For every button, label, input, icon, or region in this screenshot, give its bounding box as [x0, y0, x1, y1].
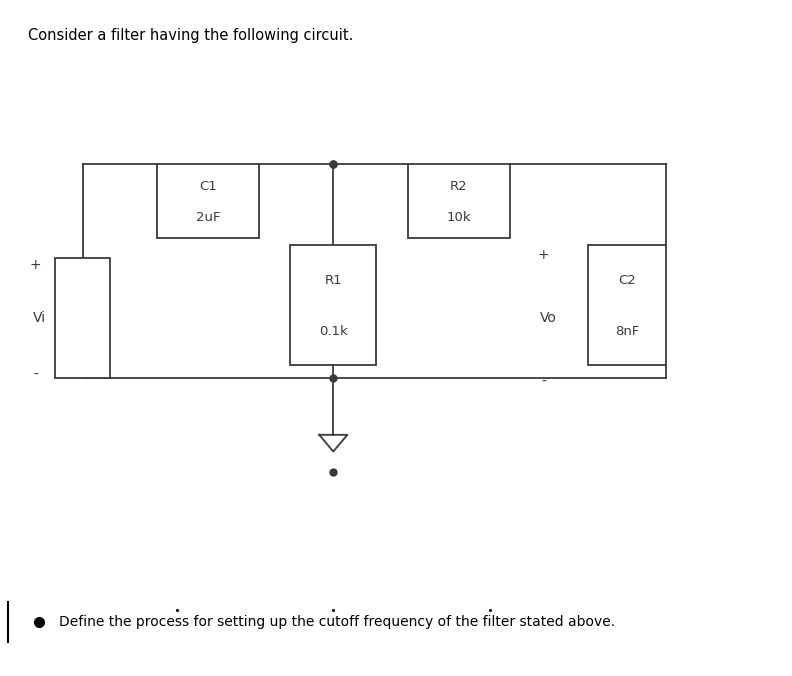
Text: C1: C1	[199, 180, 217, 193]
Text: Consider a filter having the following circuit.: Consider a filter having the following c…	[28, 28, 353, 43]
Text: C2: C2	[619, 274, 636, 287]
Bar	[157, 164, 259, 238]
Text: Vi: Vi	[33, 311, 46, 325]
Text: -: -	[541, 375, 546, 389]
Text: 8nF: 8nF	[615, 324, 639, 337]
Text: Define the process for setting up the cutoff frequency of the filter stated abov: Define the process for setting up the cu…	[59, 614, 615, 629]
Text: -: -	[33, 368, 38, 382]
Text: R1: R1	[325, 274, 342, 287]
Bar	[408, 164, 509, 238]
Text: 2uF: 2uF	[196, 211, 220, 224]
Text: R2: R2	[450, 180, 467, 193]
Text: +: +	[538, 247, 549, 262]
Bar	[55, 258, 110, 378]
Bar	[290, 245, 376, 365]
Text: 0.1k: 0.1k	[319, 324, 348, 337]
Text: Vo: Vo	[540, 311, 558, 325]
Bar	[588, 245, 666, 365]
Text: 10k: 10k	[447, 211, 471, 224]
Text: +: +	[30, 258, 41, 272]
